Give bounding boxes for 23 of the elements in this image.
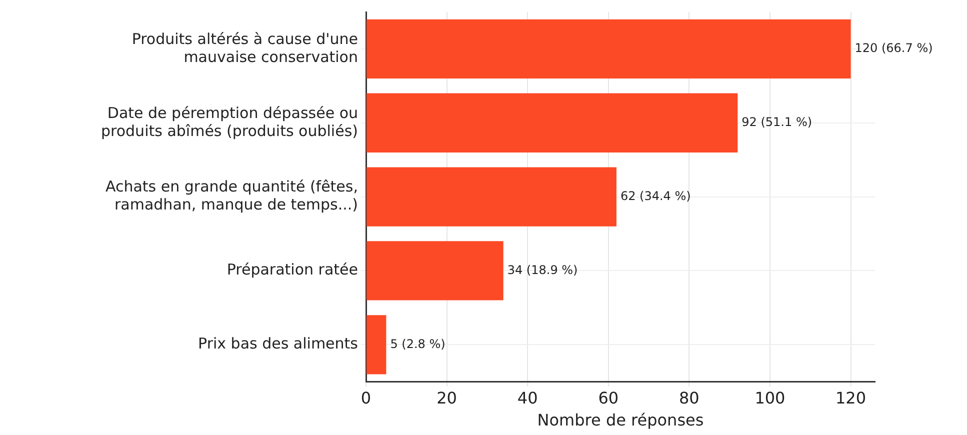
- x-axis-title: Nombre de réponses: [537, 410, 704, 430]
- data-label: 5 (2.8 %): [390, 336, 446, 351]
- x-tick-label: 20: [436, 388, 457, 408]
- x-tick-label: 40: [517, 388, 538, 408]
- data-label: 34 (18.9 %): [507, 262, 578, 277]
- x-tick-label: 60: [598, 388, 619, 408]
- bar: [366, 167, 616, 226]
- data-label: 62 (34.4 %): [620, 188, 691, 203]
- data-label: 120 (66.7 %): [854, 41, 933, 56]
- bar: [366, 241, 504, 300]
- bar: [366, 19, 851, 79]
- y-tick-label: Préparation ratée: [226, 260, 358, 279]
- x-tick-label: 100: [754, 388, 786, 408]
- x-tick-label: 80: [678, 388, 700, 408]
- y-tick-label: Produits altérés à cause d'une mauvaise conservation: [132, 30, 358, 66]
- bar: [366, 315, 386, 374]
- x-tick-label: 0: [360, 388, 372, 408]
- y-tick-label: Date de péremption dépassée ou produits abîmés (produits oubliés): [101, 104, 358, 140]
- y-tick-label: Prix bas des aliments: [198, 334, 358, 353]
- x-tick-label: 120: [835, 388, 866, 408]
- data-label: 92 (51.1 %): [742, 115, 812, 130]
- y-tick-label: Achats en grande quantité (fêtes, ramadhan, manque de temps...): [105, 178, 358, 214]
- bar: [366, 93, 738, 152]
